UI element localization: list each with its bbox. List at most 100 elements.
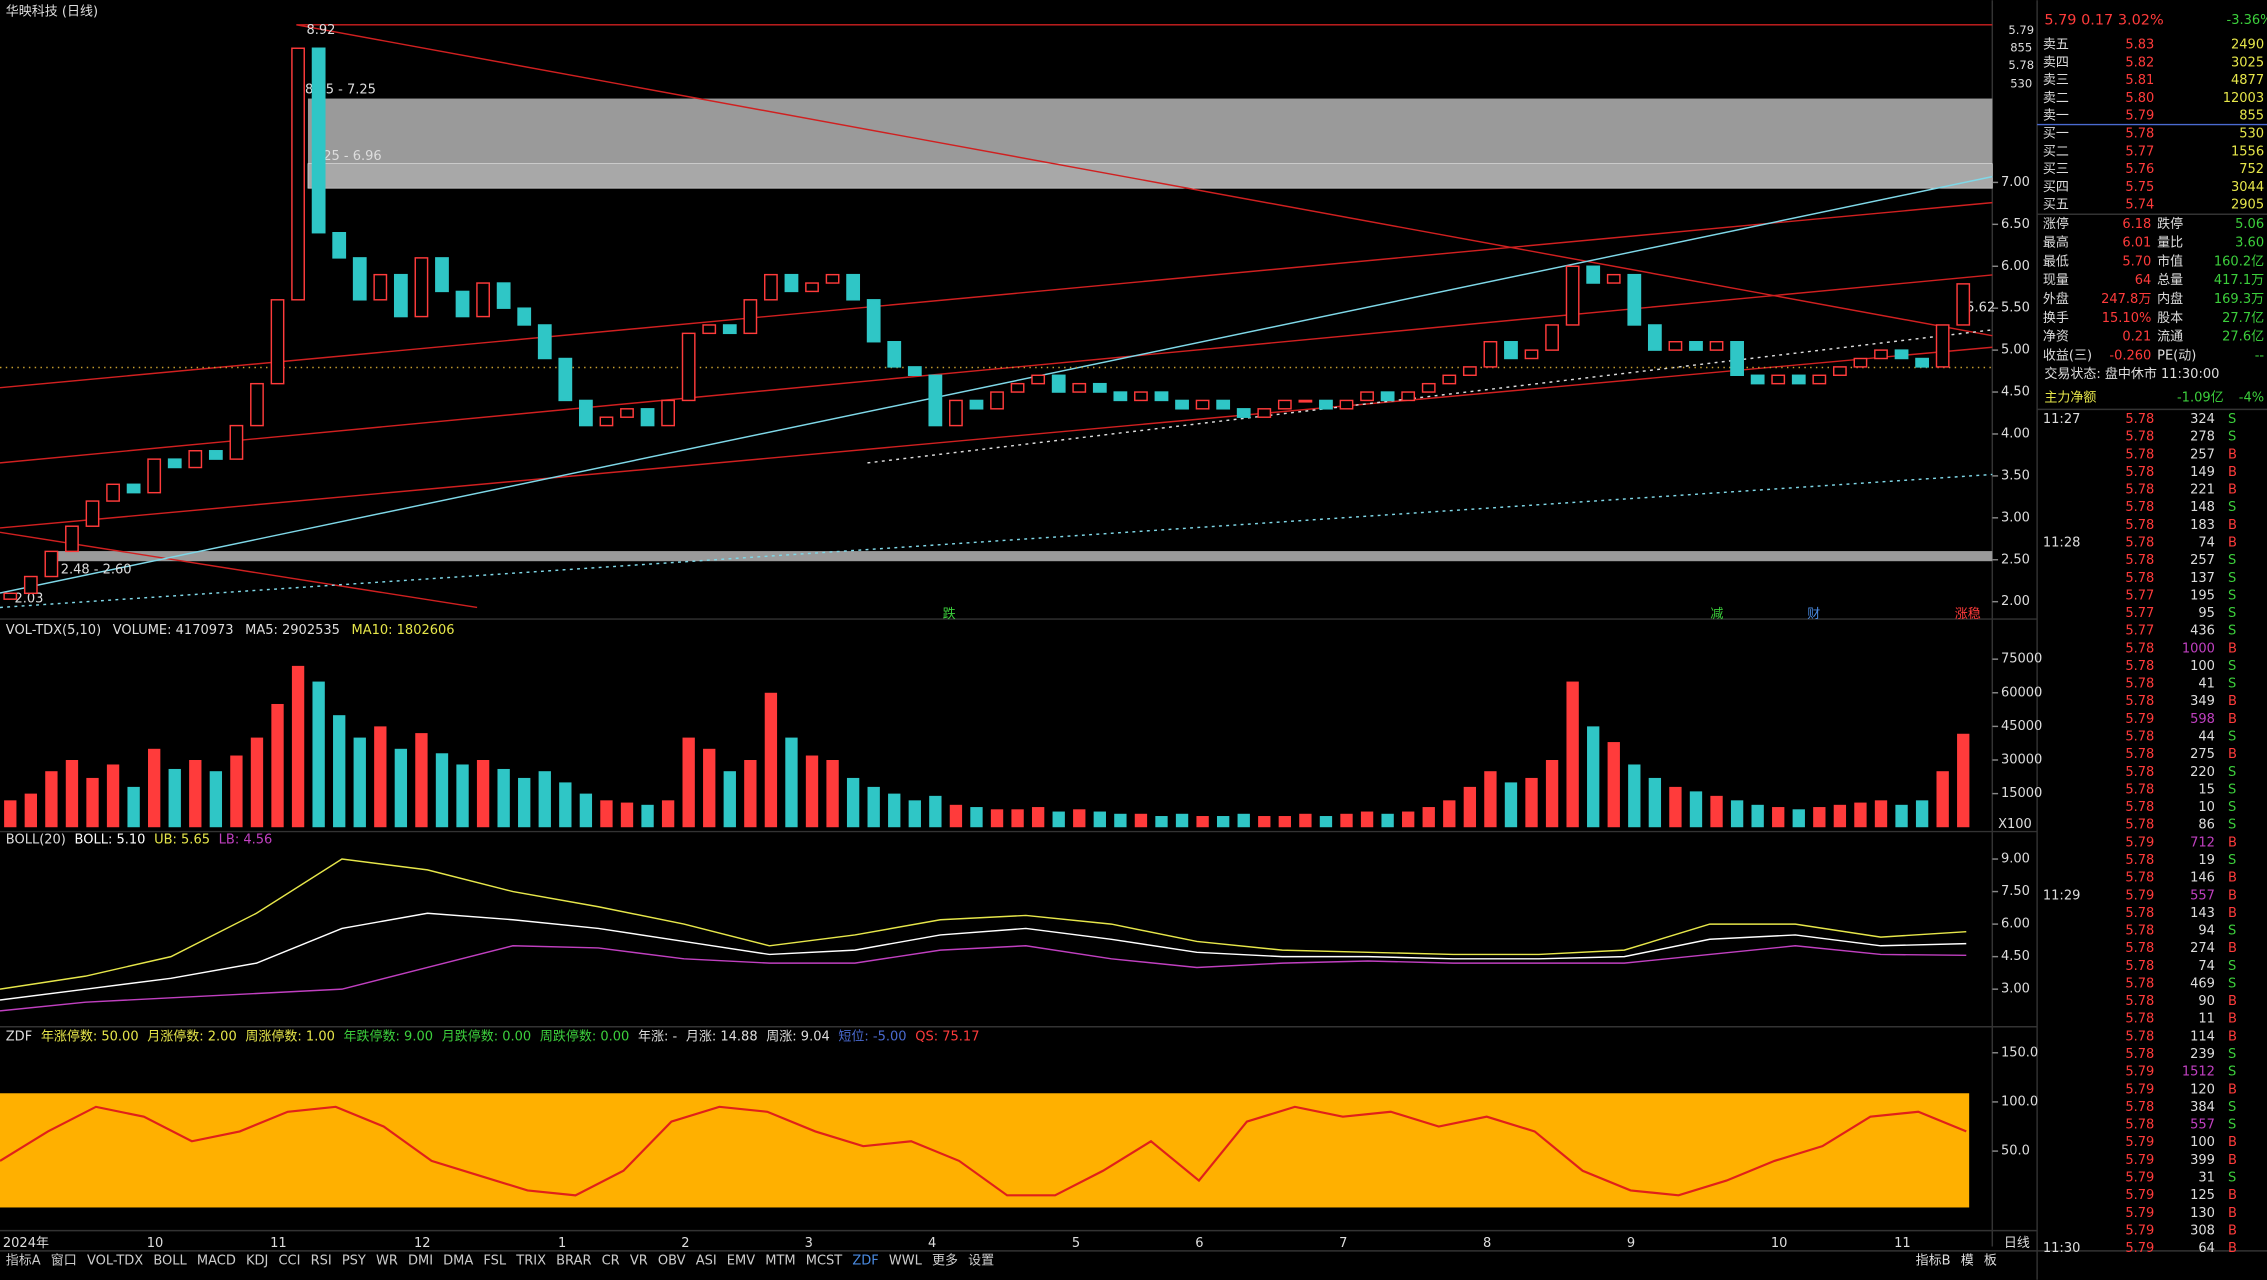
- trade-volume: 74: [2198, 959, 2215, 974]
- book-volume: 2905: [2231, 198, 2264, 213]
- y-tick-label: 7.50: [2001, 884, 2030, 899]
- book-price: 5.76: [2125, 162, 2154, 177]
- trade-volume: 146: [2190, 871, 2215, 886]
- trend-line: [0, 201, 1993, 389]
- volume-bar: [1175, 813, 1189, 828]
- tab[interactable]: 设置: [968, 1253, 994, 1268]
- trade-side: S: [2228, 677, 2236, 692]
- x-tick-label: 2: [681, 1236, 689, 1251]
- volume-bar: [1258, 816, 1271, 828]
- period[interactable]: 日线: [2004, 1236, 2030, 1251]
- stat-label: 最高: [2043, 235, 2069, 251]
- candle: [270, 299, 285, 385]
- candle: [311, 47, 326, 234]
- candle: [1154, 391, 1169, 402]
- tab[interactable]: PSY: [342, 1253, 366, 1268]
- volume-bar: [86, 777, 99, 828]
- tab[interactable]: OBV: [658, 1253, 686, 1268]
- tab[interactable]: 模: [1961, 1253, 1974, 1268]
- tab[interactable]: WWL: [889, 1253, 923, 1268]
- book-price: 5.80: [2125, 91, 2154, 106]
- trade-side: S: [2228, 853, 2236, 868]
- trade-volume: 120: [2190, 1082, 2215, 1097]
- tab[interactable]: RSI: [311, 1253, 332, 1268]
- candle: [1360, 391, 1374, 402]
- tab[interactable]: MACD: [197, 1253, 236, 1268]
- tab[interactable]: ZDF: [852, 1253, 878, 1268]
- candle: [907, 366, 922, 376]
- tab[interactable]: MCST: [806, 1253, 843, 1268]
- book-volume: 2490: [2231, 38, 2264, 53]
- volume-bar: [1648, 777, 1662, 828]
- tab[interactable]: CR: [602, 1253, 620, 1268]
- trade-side: S: [2228, 976, 2236, 991]
- tab[interactable]: KDJ: [246, 1253, 268, 1268]
- tab[interactable]: MTM: [765, 1253, 795, 1268]
- volume-bar: [394, 748, 408, 828]
- volume-bar: [1381, 813, 1394, 828]
- tab[interactable]: BOLL: [153, 1253, 187, 1268]
- candle: [1689, 341, 1703, 351]
- tab[interactable]: 窗口: [51, 1252, 77, 1268]
- candle: [887, 341, 902, 368]
- volume-bar: [1340, 813, 1353, 828]
- trade-side: B: [2228, 871, 2237, 886]
- volume-bar: [723, 771, 736, 828]
- book-price: 5.75: [2125, 180, 2154, 195]
- stat-value: 3.60: [2235, 236, 2264, 251]
- trade-side: B: [2228, 535, 2237, 550]
- tab[interactable]: 指标B: [1916, 1253, 1951, 1268]
- tab[interactable]: VOL-TDX: [87, 1253, 143, 1268]
- trade-volume: 10: [2198, 800, 2215, 815]
- trade-volume: 220: [2190, 765, 2215, 780]
- stat-value: 5.06: [2235, 217, 2264, 232]
- candle: [661, 399, 676, 427]
- volume-bar: [476, 760, 490, 828]
- tab[interactable]: EMV: [727, 1253, 755, 1268]
- trade-price: 5.79: [2125, 1206, 2154, 1221]
- book-price: 5.81: [2125, 73, 2154, 88]
- trend-line: [0, 274, 1993, 464]
- tab[interactable]: 更多: [932, 1252, 958, 1268]
- tab[interactable]: WR: [376, 1253, 398, 1268]
- candle: [1894, 349, 1909, 360]
- trade-price: 5.78: [2125, 730, 2154, 745]
- candle: [1462, 366, 1477, 376]
- candle: [640, 408, 655, 427]
- zone: [307, 98, 1993, 164]
- y-tick-label: 45000: [2001, 719, 2042, 734]
- candle: [1771, 374, 1786, 385]
- stat-label: 流通: [2157, 330, 2183, 345]
- trade-side: B: [2228, 641, 2237, 656]
- trade-volume: 19: [2198, 853, 2215, 868]
- trade-side: B: [2228, 1029, 2237, 1044]
- volume-bar: [970, 807, 983, 828]
- volume-bar: [1360, 811, 1374, 828]
- trade-price: 5.79: [2125, 1188, 2154, 1203]
- tab[interactable]: DMA: [443, 1253, 473, 1268]
- tab[interactable]: CCI: [278, 1253, 300, 1268]
- flow-value: -1.09亿: [2177, 390, 2224, 405]
- y-tick-label: 100.0: [2001, 1094, 2038, 1109]
- tab[interactable]: BRAR: [556, 1253, 591, 1268]
- tab[interactable]: VR: [630, 1253, 648, 1268]
- volume-bar: [1525, 777, 1538, 828]
- volume-bar: [1669, 786, 1682, 828]
- trade-price: 5.78: [2125, 871, 2154, 886]
- y-tick-label: 5.50: [2001, 301, 2030, 316]
- volume-bar: [1545, 760, 1559, 828]
- tab[interactable]: DMI: [408, 1253, 433, 1268]
- tab[interactable]: TRIX: [515, 1253, 546, 1268]
- trade-price: 5.78: [2125, 553, 2154, 568]
- stat-label: 收益(三): [2043, 348, 2092, 363]
- candle: [1606, 273, 1621, 284]
- volume-bar: [1957, 733, 1970, 828]
- tab[interactable]: 板: [1984, 1253, 1997, 1268]
- tab[interactable]: FSL: [483, 1253, 507, 1268]
- volume-bar: [703, 748, 716, 828]
- tab[interactable]: 指标A: [6, 1253, 41, 1268]
- trade-volume: 221: [2190, 483, 2215, 498]
- tab[interactable]: ASI: [696, 1253, 717, 1268]
- volume-bar: [4, 800, 17, 828]
- trade-price: 5.78: [2125, 641, 2154, 656]
